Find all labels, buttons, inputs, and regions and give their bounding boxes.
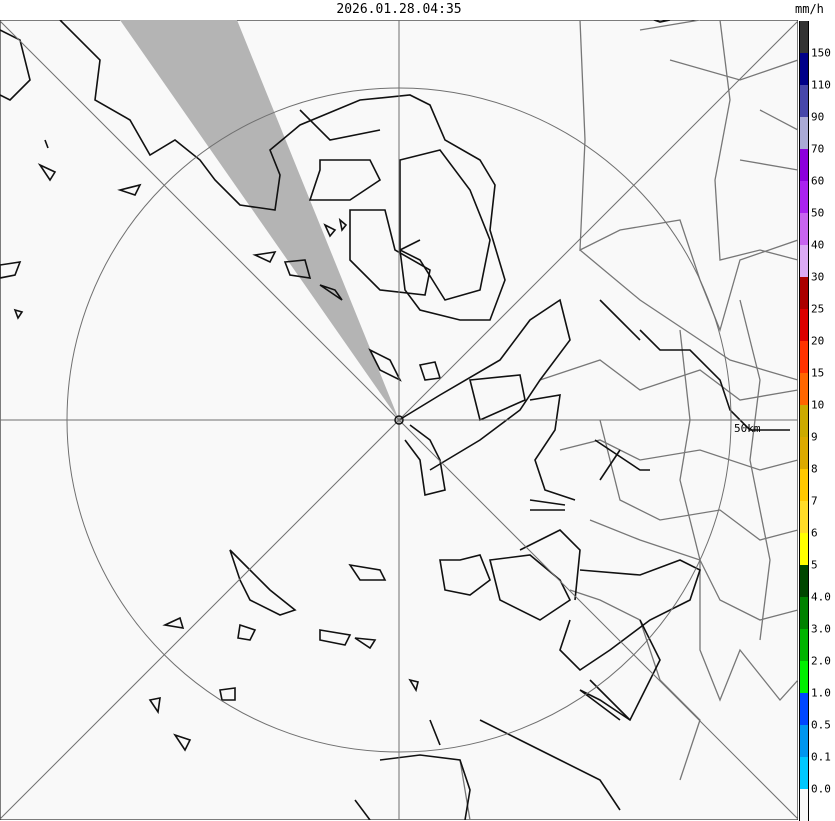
legend-swatch — [799, 565, 809, 597]
legend-label: 60 — [811, 174, 825, 188]
color-scale-legend: 150 110 90 70 60 50 40 30 25 20 15 10 9 8 7 6 5 4.0 3.0 2.0… — [799, 21, 835, 821]
legend-swatch — [799, 181, 809, 213]
grid-line-diagonal-sw-ne — [0, 20, 798, 820]
legend-swatch — [799, 341, 809, 373]
legend-swatch — [799, 405, 809, 437]
radar-map[interactable]: 50km — [0, 20, 798, 820]
legend-swatch — [799, 309, 809, 341]
legend-frame — [799, 21, 809, 821]
legend-label: 110 — [811, 78, 831, 92]
coastlines — [0, 20, 790, 820]
legend-swatch — [799, 789, 809, 821]
legend-swatch — [799, 53, 809, 85]
legend-label: 150 — [811, 46, 831, 60]
legend-swatch — [799, 757, 809, 789]
legend-swatch — [799, 661, 809, 693]
legend-label: 8 — [811, 462, 818, 476]
legend-swatch — [799, 693, 809, 725]
legend-label: 3.0 — [811, 622, 831, 636]
legend-swatch — [799, 149, 809, 181]
legend-label: 15 — [811, 366, 825, 380]
legend-label: 10 — [811, 398, 825, 412]
legend-swatch — [799, 373, 809, 405]
legend-swatch — [799, 533, 809, 565]
legend-label: 50 — [811, 206, 825, 220]
legend-label: 4.0 — [811, 590, 831, 604]
legend-label: 0.0 — [811, 782, 831, 796]
legend-swatch — [799, 597, 809, 629]
range-grid — [0, 20, 798, 820]
legend-swatch — [799, 21, 809, 53]
legend-swatch — [799, 85, 809, 117]
range-ring-label: 50km — [734, 422, 761, 435]
radar-site-marker — [394, 415, 404, 425]
legend-label: 2.0 — [811, 654, 831, 668]
legend-label: 7 — [811, 494, 818, 508]
legend-label: 20 — [811, 334, 825, 348]
legend-swatch — [799, 501, 809, 533]
legend-swatch — [799, 117, 809, 149]
legend-label: 90 — [811, 110, 825, 124]
legend-label: 30 — [811, 270, 825, 284]
legend-swatch — [799, 725, 809, 757]
legend-label: 70 — [811, 142, 825, 156]
legend-swatch — [799, 469, 809, 501]
legend-label: 40 — [811, 238, 825, 252]
legend-label: 5 — [811, 558, 818, 572]
echo-sector — [120, 20, 399, 420]
legend-swatch — [799, 213, 809, 245]
legend-label: 0.5 — [811, 718, 831, 732]
unit-label: mm/h — [795, 2, 824, 16]
timestamp: 2026.01.28.04:35 — [336, 2, 462, 17]
legend-swatch — [799, 277, 809, 309]
legend-label: 25 — [811, 302, 825, 316]
legend-swatch — [799, 245, 809, 277]
legend-swatch — [799, 437, 809, 469]
legend-label: 0.1 — [811, 750, 831, 764]
legend-label: 9 — [811, 430, 818, 444]
legend-label: 1.0 — [811, 686, 831, 700]
admin-boundaries — [459, 20, 798, 820]
legend-swatch — [799, 629, 809, 661]
legend-label: 6 — [811, 526, 818, 540]
